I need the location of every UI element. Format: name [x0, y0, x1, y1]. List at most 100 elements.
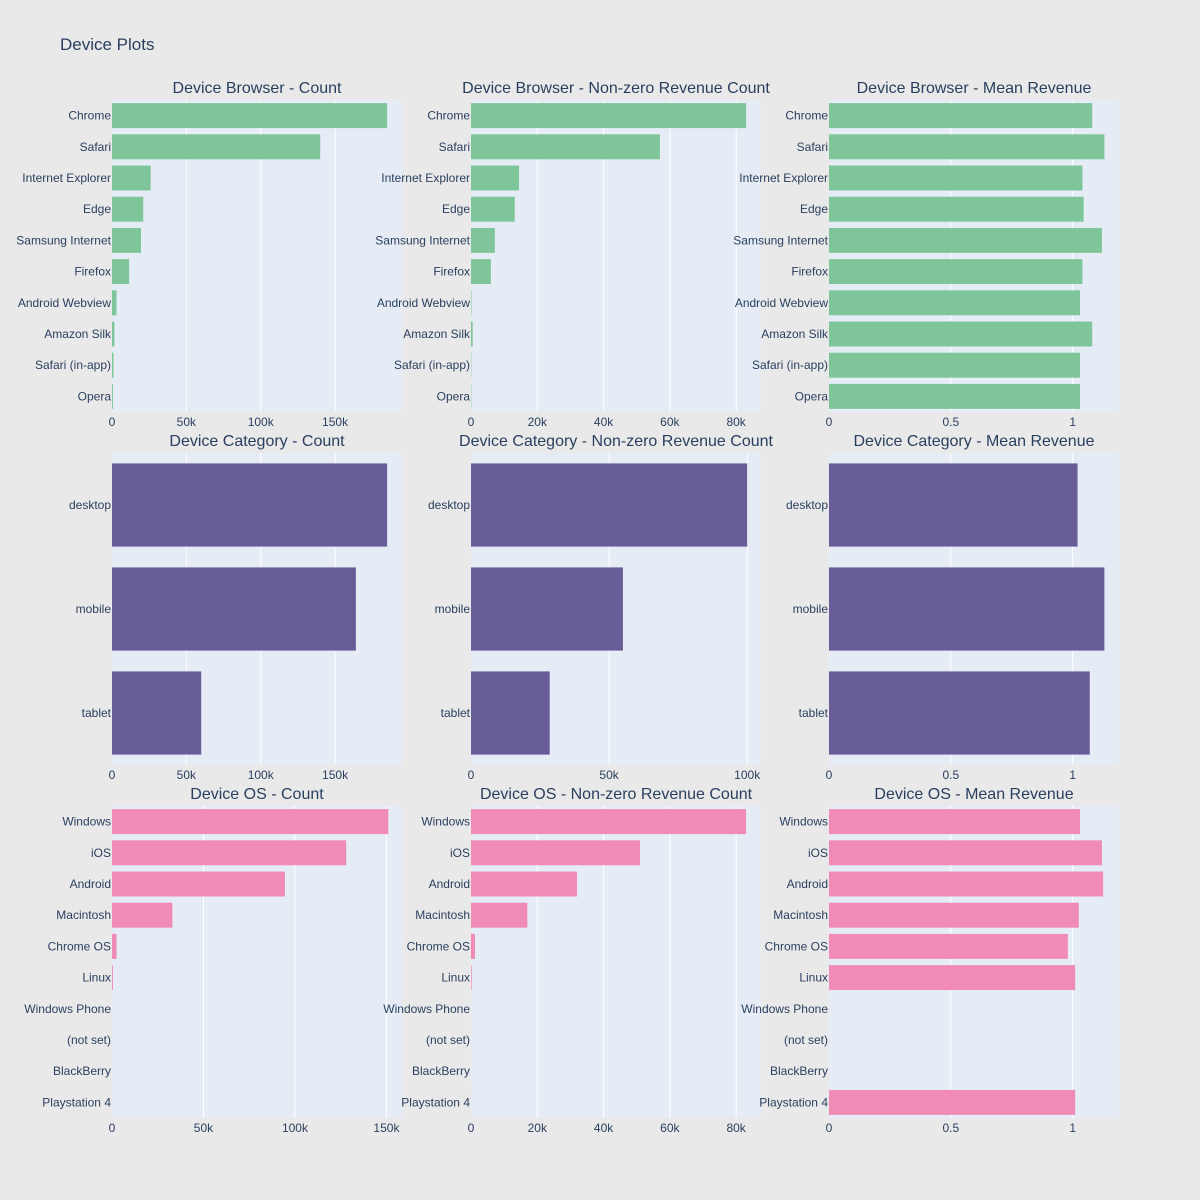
- x-tick-label: 40k: [594, 1121, 614, 1135]
- y-tick-label: Windows: [62, 815, 111, 829]
- bar: [829, 965, 1076, 991]
- bar: [471, 103, 747, 129]
- x-tick-label: 60k: [660, 1121, 680, 1135]
- y-tick-label: (not set): [67, 1033, 111, 1047]
- bar: [471, 809, 747, 835]
- bar: [829, 463, 1078, 547]
- x-tick-label: 0: [826, 1121, 833, 1135]
- bar: [471, 321, 473, 347]
- y-tick-label: BlackBerry: [53, 1064, 111, 1078]
- y-tick-label: Windows: [421, 815, 470, 829]
- x-tick-label: 150k: [322, 768, 349, 782]
- x-tick-label: 100k: [734, 768, 761, 782]
- bar: [112, 196, 144, 222]
- y-tick-label: iOS: [91, 846, 111, 860]
- bar: [829, 321, 1093, 347]
- x-tick-label: 0: [826, 415, 833, 429]
- x-tick-label: 1: [1069, 768, 1076, 782]
- bar: [829, 809, 1081, 835]
- x-tick-label: 60k: [660, 415, 680, 429]
- bar: [829, 290, 1081, 316]
- bar: [112, 933, 117, 959]
- bar: [112, 809, 389, 835]
- subplot-title: Device Category - Mean Revenue: [853, 433, 1094, 450]
- y-tick-label: Windows Phone: [24, 1002, 111, 1016]
- bar: [112, 227, 141, 253]
- bar: [829, 933, 1068, 959]
- y-tick-label: Safari (in-app): [35, 358, 111, 372]
- y-tick-label: Macintosh: [773, 908, 828, 922]
- bar: [112, 840, 347, 866]
- x-tick-label: 0: [468, 768, 475, 782]
- y-tick-label: Chrome OS: [407, 939, 470, 953]
- y-tick-label: Firefox: [433, 265, 470, 279]
- x-tick-label: 0: [109, 1121, 116, 1135]
- x-tick-label: 0: [109, 415, 116, 429]
- subplot-4: Device Category - Count 0 50k 100k 150k deskt…: [69, 433, 402, 782]
- y-tick-label: Macintosh: [415, 908, 470, 922]
- y-tick-label: Macintosh: [56, 908, 111, 922]
- bar: [471, 840, 641, 866]
- y-tick-label: Safari: [80, 140, 111, 154]
- y-tick-label: BlackBerry: [412, 1064, 470, 1078]
- y-tick-label: Windows Phone: [741, 1002, 828, 1016]
- subplot-title: Device OS - Count: [190, 786, 324, 803]
- figure-title: Device Plots: [60, 35, 154, 54]
- bar: [829, 165, 1083, 191]
- x-tick-label: 100k: [248, 415, 275, 429]
- y-tick-label: Internet Explorer: [22, 171, 111, 185]
- y-tick-label: Amazon Silk: [403, 327, 471, 341]
- y-tick-label: Safari: [439, 140, 470, 154]
- y-tick-label: Opera: [795, 389, 829, 403]
- subplot-6: Device Category - Mean Revenue 0 0.5 1 deskt…: [786, 433, 1119, 782]
- subplot-5: Device Category - Non-zero Revenue Count…: [428, 433, 774, 782]
- x-tick-label: 100k: [282, 1121, 309, 1135]
- y-tick-label: iOS: [808, 846, 828, 860]
- bar: [112, 352, 114, 378]
- y-tick-label: desktop: [428, 498, 470, 512]
- y-tick-label: BlackBerry: [770, 1064, 828, 1078]
- y-tick-label: Android Webview: [377, 296, 470, 310]
- y-tick-label: Android Webview: [735, 296, 828, 310]
- bar: [471, 902, 528, 928]
- x-tick-label: 80k: [726, 415, 746, 429]
- bar: [829, 871, 1104, 897]
- y-tick-label: Safari (in-app): [752, 358, 828, 372]
- y-tick-label: Internet Explorer: [739, 171, 828, 185]
- x-tick-label: 0.5: [943, 1121, 960, 1135]
- x-tick-label: 150k: [373, 1121, 400, 1135]
- x-tick-label: 20k: [528, 415, 548, 429]
- bar: [112, 165, 151, 191]
- subplot-title: Device Browser - Non-zero Revenue Count: [462, 80, 770, 97]
- subplot-9: Device OS - Mean Revenue 0 0.5 1 Windows iOS A…: [741, 786, 1119, 1135]
- y-tick-label: iOS: [450, 846, 470, 860]
- x-tick-label: 1: [1069, 415, 1076, 429]
- y-tick-label: desktop: [69, 498, 111, 512]
- bar: [471, 259, 491, 285]
- x-tick-label: 50k: [599, 768, 619, 782]
- y-tick-label: Safari (in-app): [394, 358, 470, 372]
- bar: [829, 567, 1105, 651]
- bar: [829, 671, 1090, 755]
- y-tick-label: mobile: [76, 602, 112, 616]
- y-tick-label: Chrome: [68, 109, 111, 123]
- bar: [471, 196, 515, 222]
- bar: [471, 871, 578, 897]
- y-tick-label: Opera: [78, 389, 112, 403]
- y-tick-label: Android: [70, 877, 111, 891]
- bar: [829, 134, 1105, 160]
- y-tick-label: Android: [429, 877, 470, 891]
- y-tick-label: Amazon Silk: [44, 327, 112, 341]
- bar: [829, 103, 1093, 129]
- bar: [471, 227, 495, 253]
- x-tick-label: 100k: [248, 768, 275, 782]
- bar: [829, 259, 1083, 285]
- x-tick-label: 50k: [194, 1121, 214, 1135]
- x-tick-label: 1: [1069, 1121, 1076, 1135]
- subplot-7: Device OS - Count 0 50k 100k 150k Windows iOS A…: [24, 786, 402, 1135]
- bar: [829, 352, 1081, 378]
- bar: [471, 463, 748, 547]
- x-tick-label: 0: [109, 768, 116, 782]
- subplot-2: Device Browser - Non-zero Revenue Count 0…: [375, 80, 770, 429]
